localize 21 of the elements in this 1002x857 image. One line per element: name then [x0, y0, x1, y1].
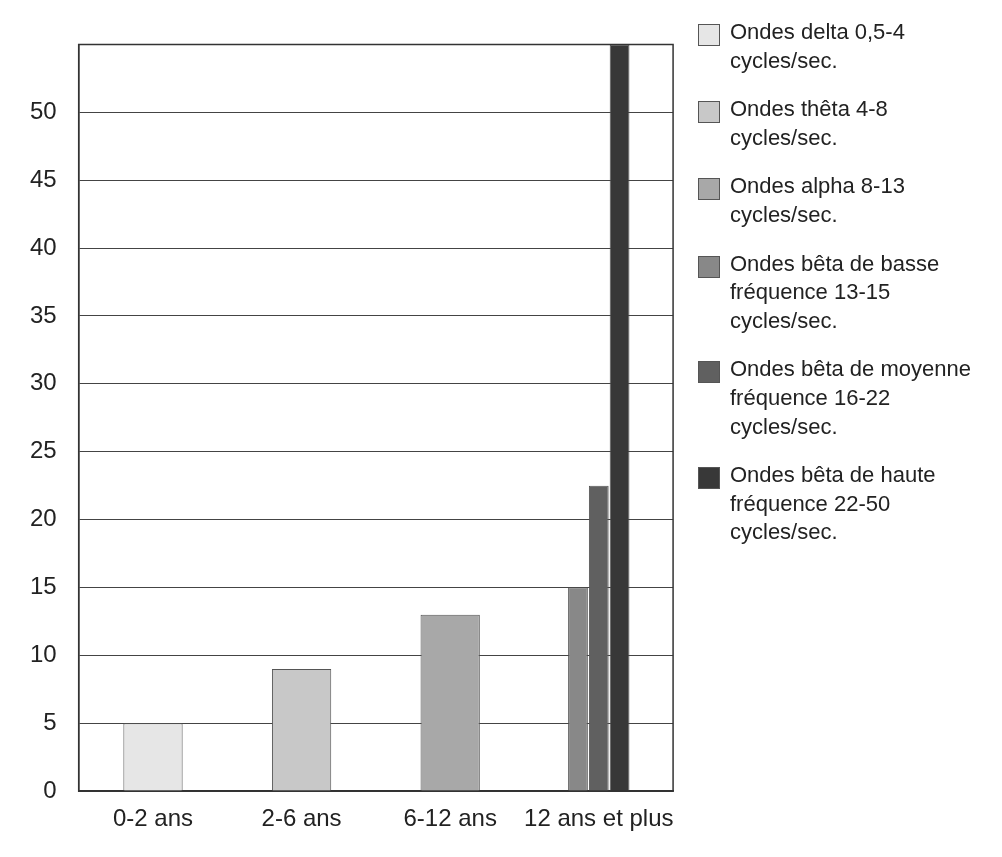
x-tick-label: 12 ans et plus: [524, 804, 674, 832]
y-tick-label: 25: [29, 436, 57, 464]
y-tick-label: 0: [43, 775, 57, 803]
legend-label: Ondes bêta de basse fréquence 13-15 cycles/sec.: [730, 249, 941, 335]
x-tick-label: 0-2 ans: [112, 804, 194, 832]
y-tick-label: 20: [29, 504, 57, 532]
legend-label: Ondes delta 0,5-4 cycles/sec.: [730, 18, 906, 75]
x-tick-label: 6-12 ans: [403, 804, 497, 832]
x-tick-label: 2-6 ans: [261, 804, 342, 832]
y-tick-label: 50: [29, 96, 57, 124]
y-tick-label: 35: [29, 300, 57, 328]
y-tick-label: 5: [43, 707, 57, 735]
y-tick-label: 30: [29, 368, 57, 396]
y-tick-label: 40: [29, 232, 57, 260]
legend-label: Ondes bêta de haute fréquence 22-50 cycles/sec.: [730, 461, 937, 547]
y-tick-label: 10: [29, 640, 57, 668]
y-tick-label: 15: [29, 572, 57, 600]
legend-label: Ondes alpha 8-13 cycles/sec.: [730, 172, 906, 229]
y-tick-label: 45: [29, 164, 57, 192]
legend-label: Ondes thêta 4-8 cycles/sec.: [730, 95, 889, 152]
legend-label: Ondes bêta de moyenne fréquence 16-22 cycles/sec.: [730, 355, 972, 441]
